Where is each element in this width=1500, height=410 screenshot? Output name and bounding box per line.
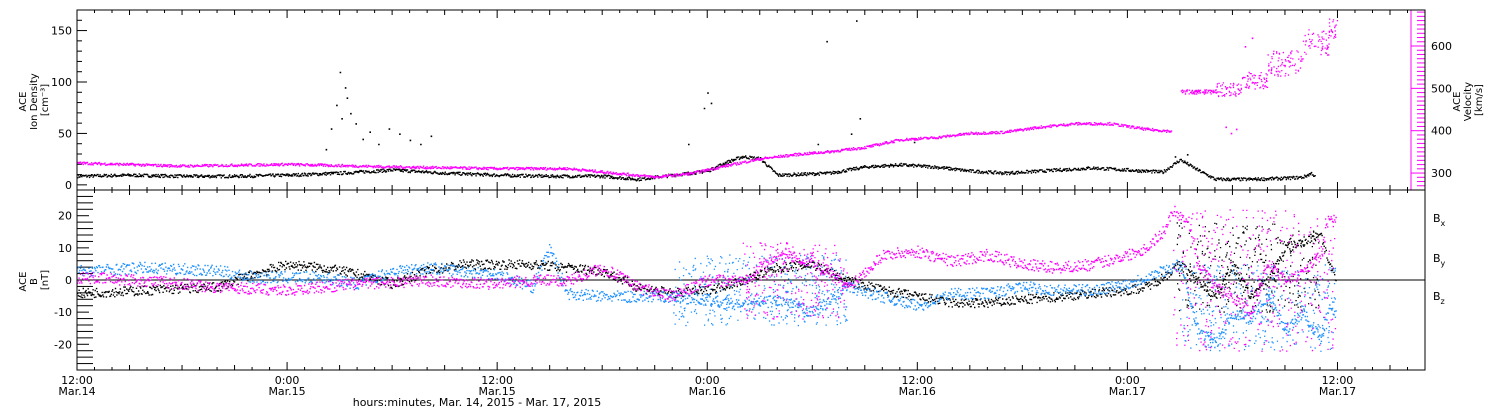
- density-points: [77, 20, 1316, 182]
- density-tick-label: 150: [51, 25, 72, 38]
- time-tick-label: 12:00: [61, 374, 93, 387]
- time-tick-label: 0:00: [695, 374, 720, 387]
- velocity-points: [77, 18, 1339, 179]
- b-tick-label: -10: [54, 306, 72, 319]
- date-tick-label: Mar.15: [479, 385, 516, 398]
- density-tick-label: 100: [51, 76, 72, 89]
- legend-bz: Bz: [1433, 290, 1445, 306]
- time-axis: 12:00Mar.140:00Mar.1512:00Mar.150:00Mar.…: [58, 10, 1426, 398]
- b-tick-label: 10: [58, 242, 72, 255]
- density-velocity-panel: 0 50 100 150 300 400 500 600: [51, 9, 1452, 192]
- date-tick-label: Mar.16: [899, 385, 936, 398]
- bz-series: [77, 205, 1337, 352]
- b-tick-label: -20: [54, 338, 72, 351]
- date-tick-label: Mar.15: [268, 385, 305, 398]
- b-axis-label: ACE B [nT]: [18, 268, 51, 291]
- time-tick-label: 12:00: [901, 374, 933, 387]
- date-tick-label: Mar.16: [689, 385, 726, 398]
- bottom-panel-frame: [76, 189, 1426, 371]
- density-tick-label: 0: [65, 179, 72, 192]
- time-tick-label: 0:00: [1115, 374, 1140, 387]
- magnetic-field-panel: -20 -10 0 10 20 Bx By Bz: [54, 189, 1446, 371]
- velocity-tick-label: 300: [1431, 167, 1452, 180]
- by-points: [77, 244, 1337, 352]
- top-panel-frame: [76, 9, 1426, 191]
- time-axis-title: hours:minutes, Mar. 14, 2015 - Mar. 17, …: [353, 396, 602, 409]
- date-tick-label: Mar.17: [1109, 385, 1146, 398]
- time-tick-label: 0:00: [275, 374, 300, 387]
- velocity-series: [77, 18, 1339, 179]
- density-series: [77, 20, 1316, 182]
- legend-by: By: [1433, 252, 1446, 268]
- date-tick-label: Mar.14: [58, 385, 95, 398]
- density-tick-label: 50: [58, 127, 72, 140]
- velocity-tick-label: 500: [1431, 82, 1452, 95]
- velocity-axis-label: ACE Velocity [km/s]: [1452, 79, 1485, 121]
- by-series: [77, 244, 1337, 352]
- legend-bx: Bx: [1433, 212, 1446, 228]
- density-axis-label: ACE Ion Density [cm⁻³]: [18, 70, 51, 130]
- time-tick-label: 12:00: [481, 374, 513, 387]
- velocity-tick-label: 400: [1431, 125, 1452, 138]
- date-tick-label: Mar.17: [1319, 385, 1356, 398]
- time-tick-label: 12:00: [1322, 374, 1354, 387]
- velocity-tick-label: 600: [1431, 40, 1452, 53]
- b-tick-label: 0: [65, 274, 72, 287]
- b-tick-label: 20: [58, 210, 72, 223]
- bz-points: [77, 205, 1337, 352]
